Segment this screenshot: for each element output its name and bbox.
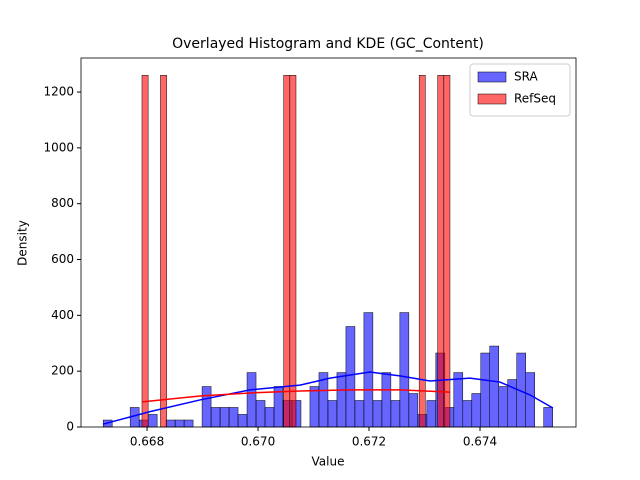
y-tick-label: 600	[51, 252, 74, 266]
y-tick-label: 1000	[43, 140, 74, 154]
histogram-bar	[165, 419, 176, 428]
histogram-bar	[489, 345, 500, 428]
histogram-bar	[289, 75, 297, 428]
histogram-bar	[408, 393, 419, 428]
histogram-bar	[399, 312, 410, 428]
histogram-bar	[381, 372, 392, 428]
histogram-bar	[480, 352, 491, 428]
legend-swatch	[477, 71, 507, 83]
histogram-bar	[390, 400, 401, 428]
histogram-bar	[418, 75, 426, 428]
plot-frame	[80, 57, 577, 428]
histogram-bar	[201, 386, 212, 428]
histogram-bar	[309, 386, 320, 428]
legend-label: SRA	[514, 70, 538, 84]
kde-line	[141, 389, 451, 403]
kde-line	[102, 371, 554, 425]
histogram-bar	[471, 393, 482, 428]
histogram-bar	[443, 75, 451, 428]
histogram-bar	[237, 414, 248, 428]
histogram-bar	[336, 372, 347, 428]
y-tick-label: 400	[51, 308, 74, 322]
histogram-bar	[453, 372, 464, 428]
histogram-bar	[246, 372, 257, 428]
histogram-bar	[219, 407, 230, 428]
y-tick-label: 1200	[43, 85, 74, 99]
histogram-bar	[327, 400, 338, 428]
histogram-bar	[147, 414, 158, 428]
y-axis-label: Density	[16, 220, 30, 266]
x-tick-label: 0.674	[463, 435, 497, 449]
histogram-bar	[354, 400, 365, 428]
histogram-bar	[372, 400, 383, 428]
histogram-bar	[283, 75, 291, 428]
histogram-bar	[210, 407, 221, 428]
x-tick-label: 0.672	[352, 435, 386, 449]
histogram-bar	[498, 386, 508, 428]
legend-label: RefSeq	[514, 92, 556, 106]
histogram-bar	[437, 75, 445, 428]
histogram-bar	[228, 407, 239, 428]
histogram-bar	[141, 75, 149, 428]
histogram-bar	[160, 75, 167, 428]
x-axis-label: Value	[312, 455, 345, 469]
histogram-bar	[255, 400, 266, 428]
y-tick-label: 200	[51, 364, 74, 378]
histogram-bar	[345, 326, 356, 428]
x-tick-label: 0.670	[241, 435, 275, 449]
histogram-bar	[174, 419, 185, 428]
x-tick-label: 0.668	[130, 435, 164, 449]
histogram-bar	[264, 407, 275, 428]
histogram-bar	[543, 407, 553, 428]
chart-title: Overlayed Histogram and KDE (GC_Content)	[172, 36, 484, 52]
histogram-bar	[183, 419, 194, 428]
histogram-bar	[363, 312, 374, 428]
histogram-bar	[525, 372, 535, 428]
histogram-bar	[462, 400, 473, 428]
legend-swatch	[477, 93, 507, 105]
y-tick-label: 800	[51, 196, 74, 210]
y-tick-label: 0	[66, 420, 74, 434]
histogram-bar	[426, 400, 437, 428]
